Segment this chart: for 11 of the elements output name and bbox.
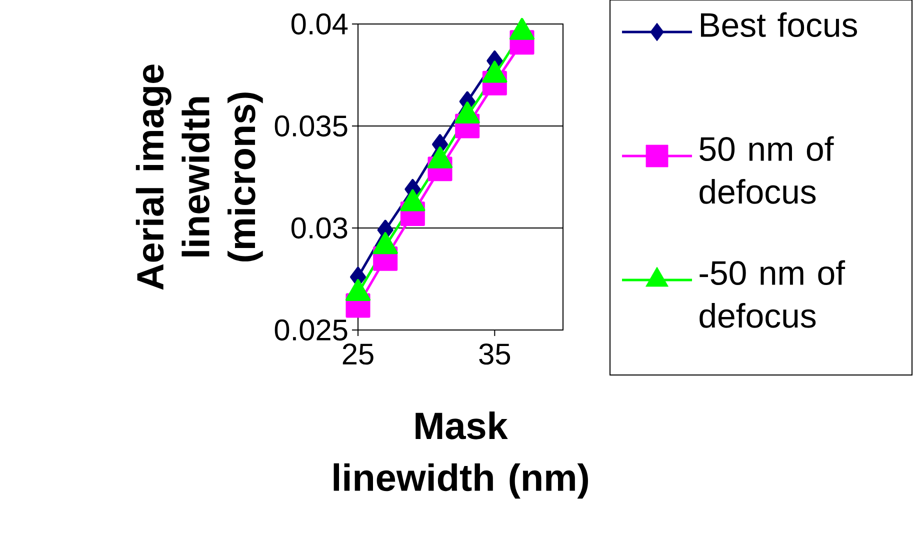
legend-label: -50 nm of defocus	[700, 260, 846, 328]
legend-label: Best focus	[700, 12, 858, 38]
legend-label: 50 nm of defocus	[700, 136, 834, 204]
y-tick-label: 0.025	[274, 319, 348, 341]
y-tick-label: 0.035	[274, 115, 348, 137]
y-tick-label: 0.04	[291, 13, 348, 35]
x-tick-label: 35	[479, 344, 510, 365]
y-axis-title: Aerial image linewidth (microns)	[136, 64, 263, 290]
y-tick-label: 0.03	[291, 217, 348, 239]
x-tick-label: 25	[342, 344, 374, 365]
x-axis-title: Mask linewidth (nm)	[334, 412, 588, 499]
